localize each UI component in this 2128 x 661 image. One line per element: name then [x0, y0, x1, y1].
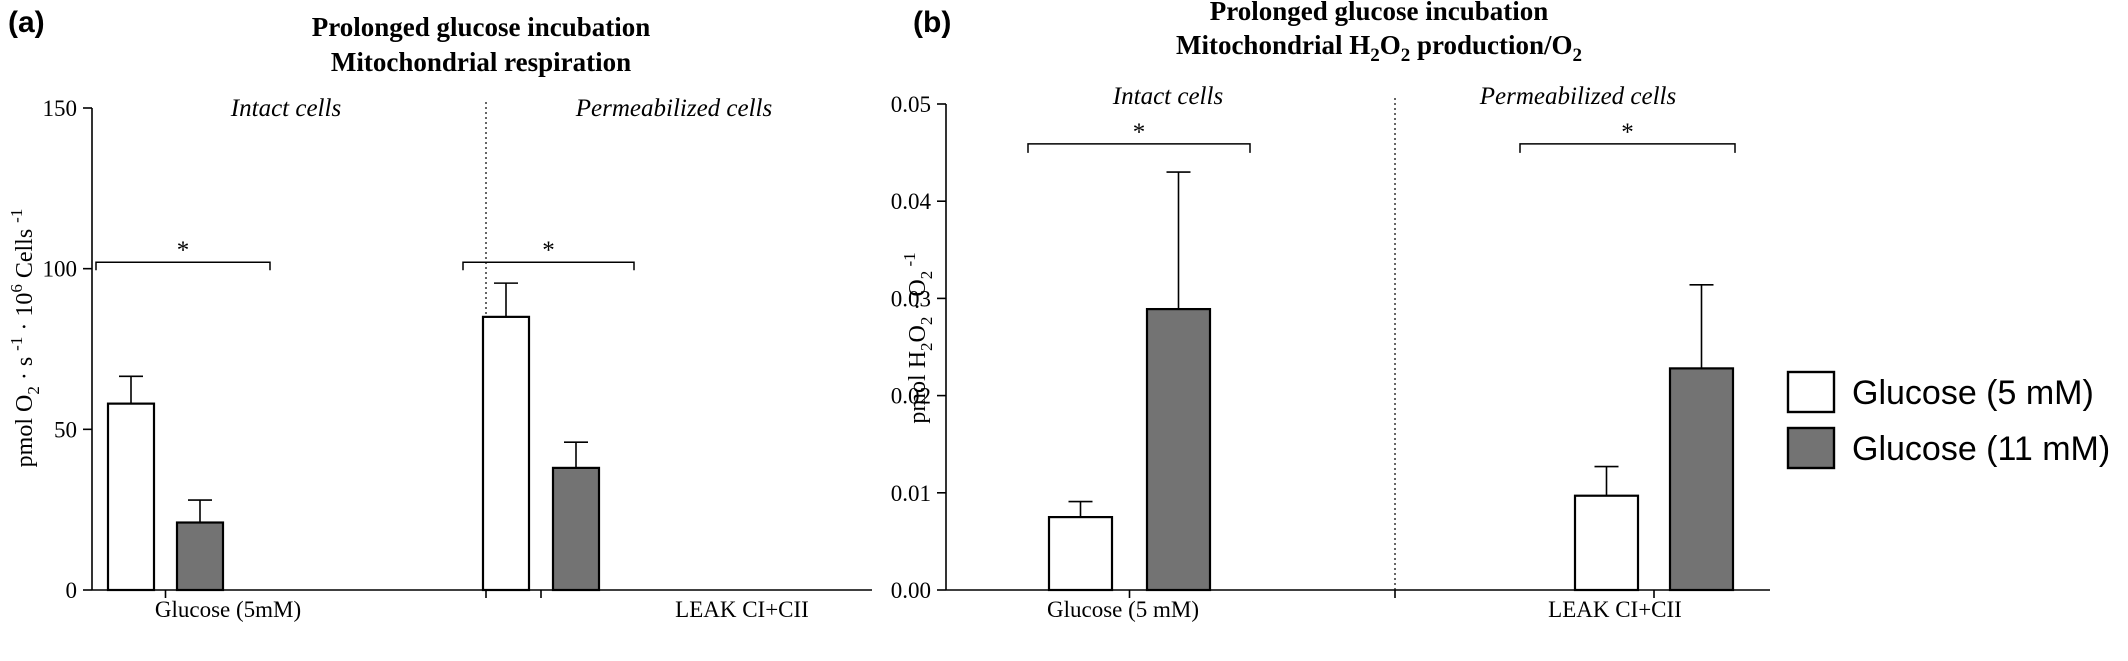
bar-b-series2-cat1: [1145, 307, 1212, 592]
panel-a: (a) Prolonged glucose incubation Mitocho…: [7, 6, 872, 622]
legend-swatch-5mm: [1786, 370, 1836, 414]
bar-b-series2-cat2: [1668, 367, 1735, 592]
panel-b-section-permeabilized: Permeabilized cells: [1479, 83, 1676, 110]
panel-b-section-intact: Intact cells: [1112, 83, 1223, 110]
panel-b-y-axis-label: pmol H2O2 · O2 -1: [900, 252, 936, 423]
panel-a-y-tick-label: 0: [66, 578, 78, 603]
panel-a-y-ticks: 0 50 100 150: [43, 96, 92, 603]
panel-a-title-line-1: Prolonged glucose incubation: [312, 12, 651, 42]
panel-b-y-tick-label: 0.02: [891, 384, 931, 409]
panel-a-significance: * *: [95, 237, 635, 271]
panel-b-y-tick-label: 0.04: [891, 189, 932, 214]
bar-a-series2-cat2: [551, 466, 601, 592]
significance-bracket-a-2: [462, 261, 635, 271]
panel-a-category-label-2: LEAK CI+CII: [675, 597, 809, 622]
legend-label-5mm: Glucose (5 mM): [1852, 374, 2094, 412]
panel-a-y-tick-label: 50: [54, 417, 77, 442]
significance-star-a-2: *: [542, 237, 555, 264]
legend-swatch-11mm: [1786, 426, 1836, 470]
significance-bracket-b-1: [1027, 143, 1251, 153]
panel-a-title-line-2: Mitochondrial respiration: [331, 47, 631, 77]
significance-star-b-2: *: [1621, 119, 1634, 146]
panel-b-label: (b): [913, 6, 951, 39]
panel-b-title-line-1: Prolonged glucose incubation: [1210, 0, 1549, 26]
legend: Glucose (5 mM) Glucose (11 mM): [1786, 370, 2110, 470]
bar-a-series1-cat2: [481, 315, 531, 592]
bar-b-series1-cat2: [1573, 494, 1640, 592]
panel-a-y-tick-label: 100: [43, 257, 78, 282]
panel-b-title-line-2: Mitochondrial H2O2 production/O2: [1176, 30, 1582, 66]
panel-a-bars: [106, 282, 601, 592]
bar-a-series1-cat1: [106, 402, 156, 592]
panel-a-category-label-1: Glucose (5mM): [155, 597, 301, 622]
significance-bracket-a-1: [95, 261, 271, 271]
panel-b-y-tick-label: 0.00: [891, 578, 931, 603]
panel-b-category-label-2: LEAK CI+CII: [1548, 597, 1682, 622]
legend-label-11mm: Glucose (11 mM): [1852, 430, 2110, 468]
significance-star-a-1: *: [177, 237, 190, 264]
panel-b-y-tick-label: 0.03: [891, 286, 931, 311]
panel-a-y-axis-label: pmol O2 · s -1 · 106 Cells -1: [7, 209, 43, 468]
panel-b-y-tick-label: 0.01: [891, 481, 931, 506]
panel-a-section-permeabilized: Permeabilized cells: [575, 95, 772, 122]
panel-b-bars: [1047, 171, 1735, 592]
panel-b-category-label-1: Glucose (5 mM): [1047, 597, 1199, 622]
bar-b-series1-cat1: [1047, 515, 1114, 592]
panel-a-label: (a): [8, 6, 45, 39]
bar-a-series2-cat1: [175, 521, 225, 592]
significance-star-b-1: *: [1133, 119, 1146, 146]
panel-a-section-intact: Intact cells: [230, 95, 341, 122]
panel-b-significance: * *: [1027, 119, 1736, 153]
panel-b-y-tick-label: 0.05: [891, 92, 931, 117]
panel-b: (b) Prolonged glucose incubation Mitocho…: [891, 0, 1770, 622]
significance-bracket-b-2: [1519, 143, 1736, 153]
panel-a-y-tick-label: 150: [43, 96, 78, 121]
panel-b-y-ticks: 0.00 0.01 0.02 0.03 0.04 0.05: [891, 92, 946, 603]
